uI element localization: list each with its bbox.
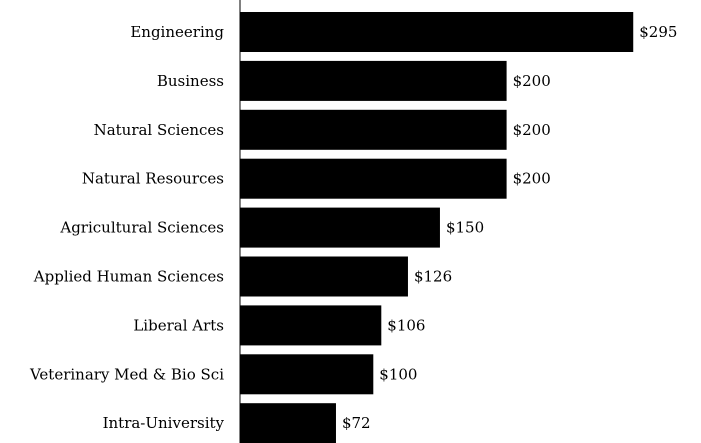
value-label-2: $200 xyxy=(513,121,551,139)
value-label-5: $126 xyxy=(414,268,452,286)
value-label-1: $200 xyxy=(513,72,551,90)
value-label-7: $100 xyxy=(379,365,417,383)
value-label-0: $295 xyxy=(639,23,677,41)
category-label-5: Applied Human Sciences xyxy=(33,268,224,286)
bars-layer xyxy=(240,12,634,443)
value-label-3: $200 xyxy=(513,170,551,188)
bar-4 xyxy=(240,207,440,248)
category-label-6: Liberal Arts xyxy=(133,316,224,334)
category-label-7: Veterinary Med & Bio Sci xyxy=(29,365,224,383)
value-label-8: $72 xyxy=(342,414,371,432)
category-label-1: Business xyxy=(157,72,224,90)
value-label-4: $150 xyxy=(446,219,484,237)
bar-8 xyxy=(240,403,336,443)
category-label-0: Engineering xyxy=(130,23,224,41)
category-label-4: Agricultural Sciences xyxy=(59,219,224,237)
category-label-3: Natural Resources xyxy=(82,170,224,188)
value-label-6: $106 xyxy=(387,316,425,334)
labels-layer: Engineering $295 Business $200 Natural Scien… xyxy=(29,23,677,432)
category-label-2: Natural Sciences xyxy=(94,121,224,139)
bar-7 xyxy=(240,354,374,395)
bar-3 xyxy=(240,158,507,199)
bar-5 xyxy=(240,256,408,297)
bar-1 xyxy=(240,60,507,101)
bar-6 xyxy=(240,305,382,346)
bar-2 xyxy=(240,109,507,150)
bar-0 xyxy=(240,12,634,52)
category-label-8: Intra-University xyxy=(103,414,225,432)
